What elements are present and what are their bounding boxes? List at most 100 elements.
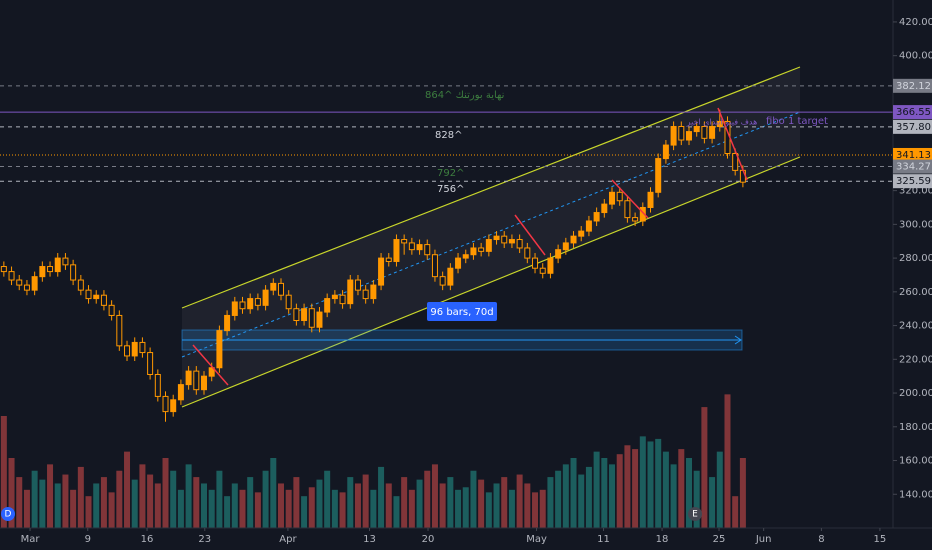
volume-bar [347, 477, 354, 528]
candle-body [462, 254, 469, 259]
channel-lower [181, 156, 801, 408]
marker-label: D [5, 510, 12, 520]
candle-body [662, 144, 669, 160]
y-tick-label: 300.00 [899, 219, 932, 230]
candle-body [216, 330, 223, 369]
volume-bar [408, 489, 415, 528]
x-tick-label: 11 [597, 534, 610, 545]
volume-bar [224, 496, 231, 528]
candle-body [385, 257, 392, 262]
candle-body [401, 239, 408, 244]
candle-body [139, 341, 146, 354]
trend-line [192, 344, 229, 386]
volume-bar [716, 451, 723, 528]
volume-bar [131, 479, 138, 528]
volume-bar [154, 483, 161, 528]
x-tick-label: Jun [755, 534, 772, 545]
annotation: 864^ نهاية بورتنك [425, 90, 504, 101]
volume-bar [655, 438, 662, 528]
price-tag-label: 382.12 [896, 81, 931, 92]
volume-bar [678, 449, 685, 528]
volume-bar [216, 470, 223, 528]
candle-body [8, 271, 15, 281]
volume-bar [270, 458, 277, 528]
candle-body [632, 217, 639, 222]
candle-body [324, 298, 331, 313]
candle-body [478, 247, 485, 252]
volume-pane [0, 394, 746, 528]
volume-bar [339, 492, 346, 528]
volume-bar [354, 483, 361, 528]
volume-bar [516, 474, 523, 528]
trend-line [611, 179, 649, 219]
candle-body [100, 294, 107, 306]
y-tick-label: 140.00 [899, 489, 932, 500]
dividend-marker[interactable] [1, 507, 15, 521]
candle-body [709, 126, 716, 139]
candle-body [539, 267, 546, 274]
price-tag-label: 357.80 [896, 122, 931, 133]
candle-body [270, 282, 277, 291]
candle-body [578, 230, 585, 237]
volume-bar [632, 449, 639, 528]
volume-bar [277, 483, 284, 528]
candle-body [616, 191, 623, 202]
price-tags: 420.00 400.00 320.00 300.00 280.00 260.00 240.… [893, 17, 932, 500]
candle-body [447, 267, 454, 286]
candle-body [354, 279, 361, 291]
candle-body [316, 311, 323, 328]
x-tick-label: May [526, 534, 547, 545]
candle-body [77, 279, 84, 291]
x-tick-label: 18 [656, 534, 669, 545]
candle-body [239, 301, 246, 310]
candle-body [108, 304, 115, 316]
bars-label: 96 bars, 70d [430, 307, 493, 318]
candle-body [532, 257, 539, 269]
volume-bar [478, 479, 485, 528]
volume-bar [239, 489, 246, 528]
volume-bar [147, 474, 154, 528]
earnings-marker[interactable] [688, 507, 702, 521]
y-tick-label: 420.00 [899, 17, 932, 28]
candle-body [485, 239, 492, 252]
volume-bar [39, 479, 46, 528]
candle-body [609, 191, 616, 205]
volume-bar [578, 474, 585, 528]
volume-bar [247, 477, 254, 528]
price-tag [893, 105, 932, 120]
candle-body [185, 370, 192, 386]
candle-body [39, 266, 46, 278]
y-tick-label: 400.00 [899, 51, 932, 62]
candle-body [285, 294, 292, 310]
volume-bar [316, 479, 323, 528]
candle-body [470, 247, 477, 256]
volume-bar [555, 470, 562, 528]
volume-bar [231, 483, 238, 528]
volume-bar [462, 487, 469, 528]
trend-line [514, 214, 546, 256]
volume-bar [308, 487, 315, 528]
x-tick-label: Apr [279, 534, 297, 545]
candle-body [208, 367, 215, 377]
x-tick-label: 16 [141, 534, 154, 545]
volume-bar [85, 496, 92, 528]
volume-bar [47, 464, 54, 528]
volume-bar [193, 477, 200, 528]
volume-bar [254, 492, 261, 528]
volume-bar [701, 407, 708, 528]
candle-body [524, 247, 531, 259]
volume-bar [54, 483, 61, 528]
price-tag [893, 147, 932, 162]
volume-bar [431, 464, 438, 528]
volume-bar [709, 477, 716, 528]
candle-body [154, 373, 161, 397]
candle-body [147, 352, 154, 375]
candle-body [378, 257, 385, 286]
volume-bar [170, 470, 177, 528]
candle-body [416, 244, 423, 251]
volume-bar [570, 458, 577, 528]
x-tick-label: 9 [85, 534, 91, 545]
volume-bar [139, 464, 146, 528]
volume-bar [508, 489, 515, 528]
